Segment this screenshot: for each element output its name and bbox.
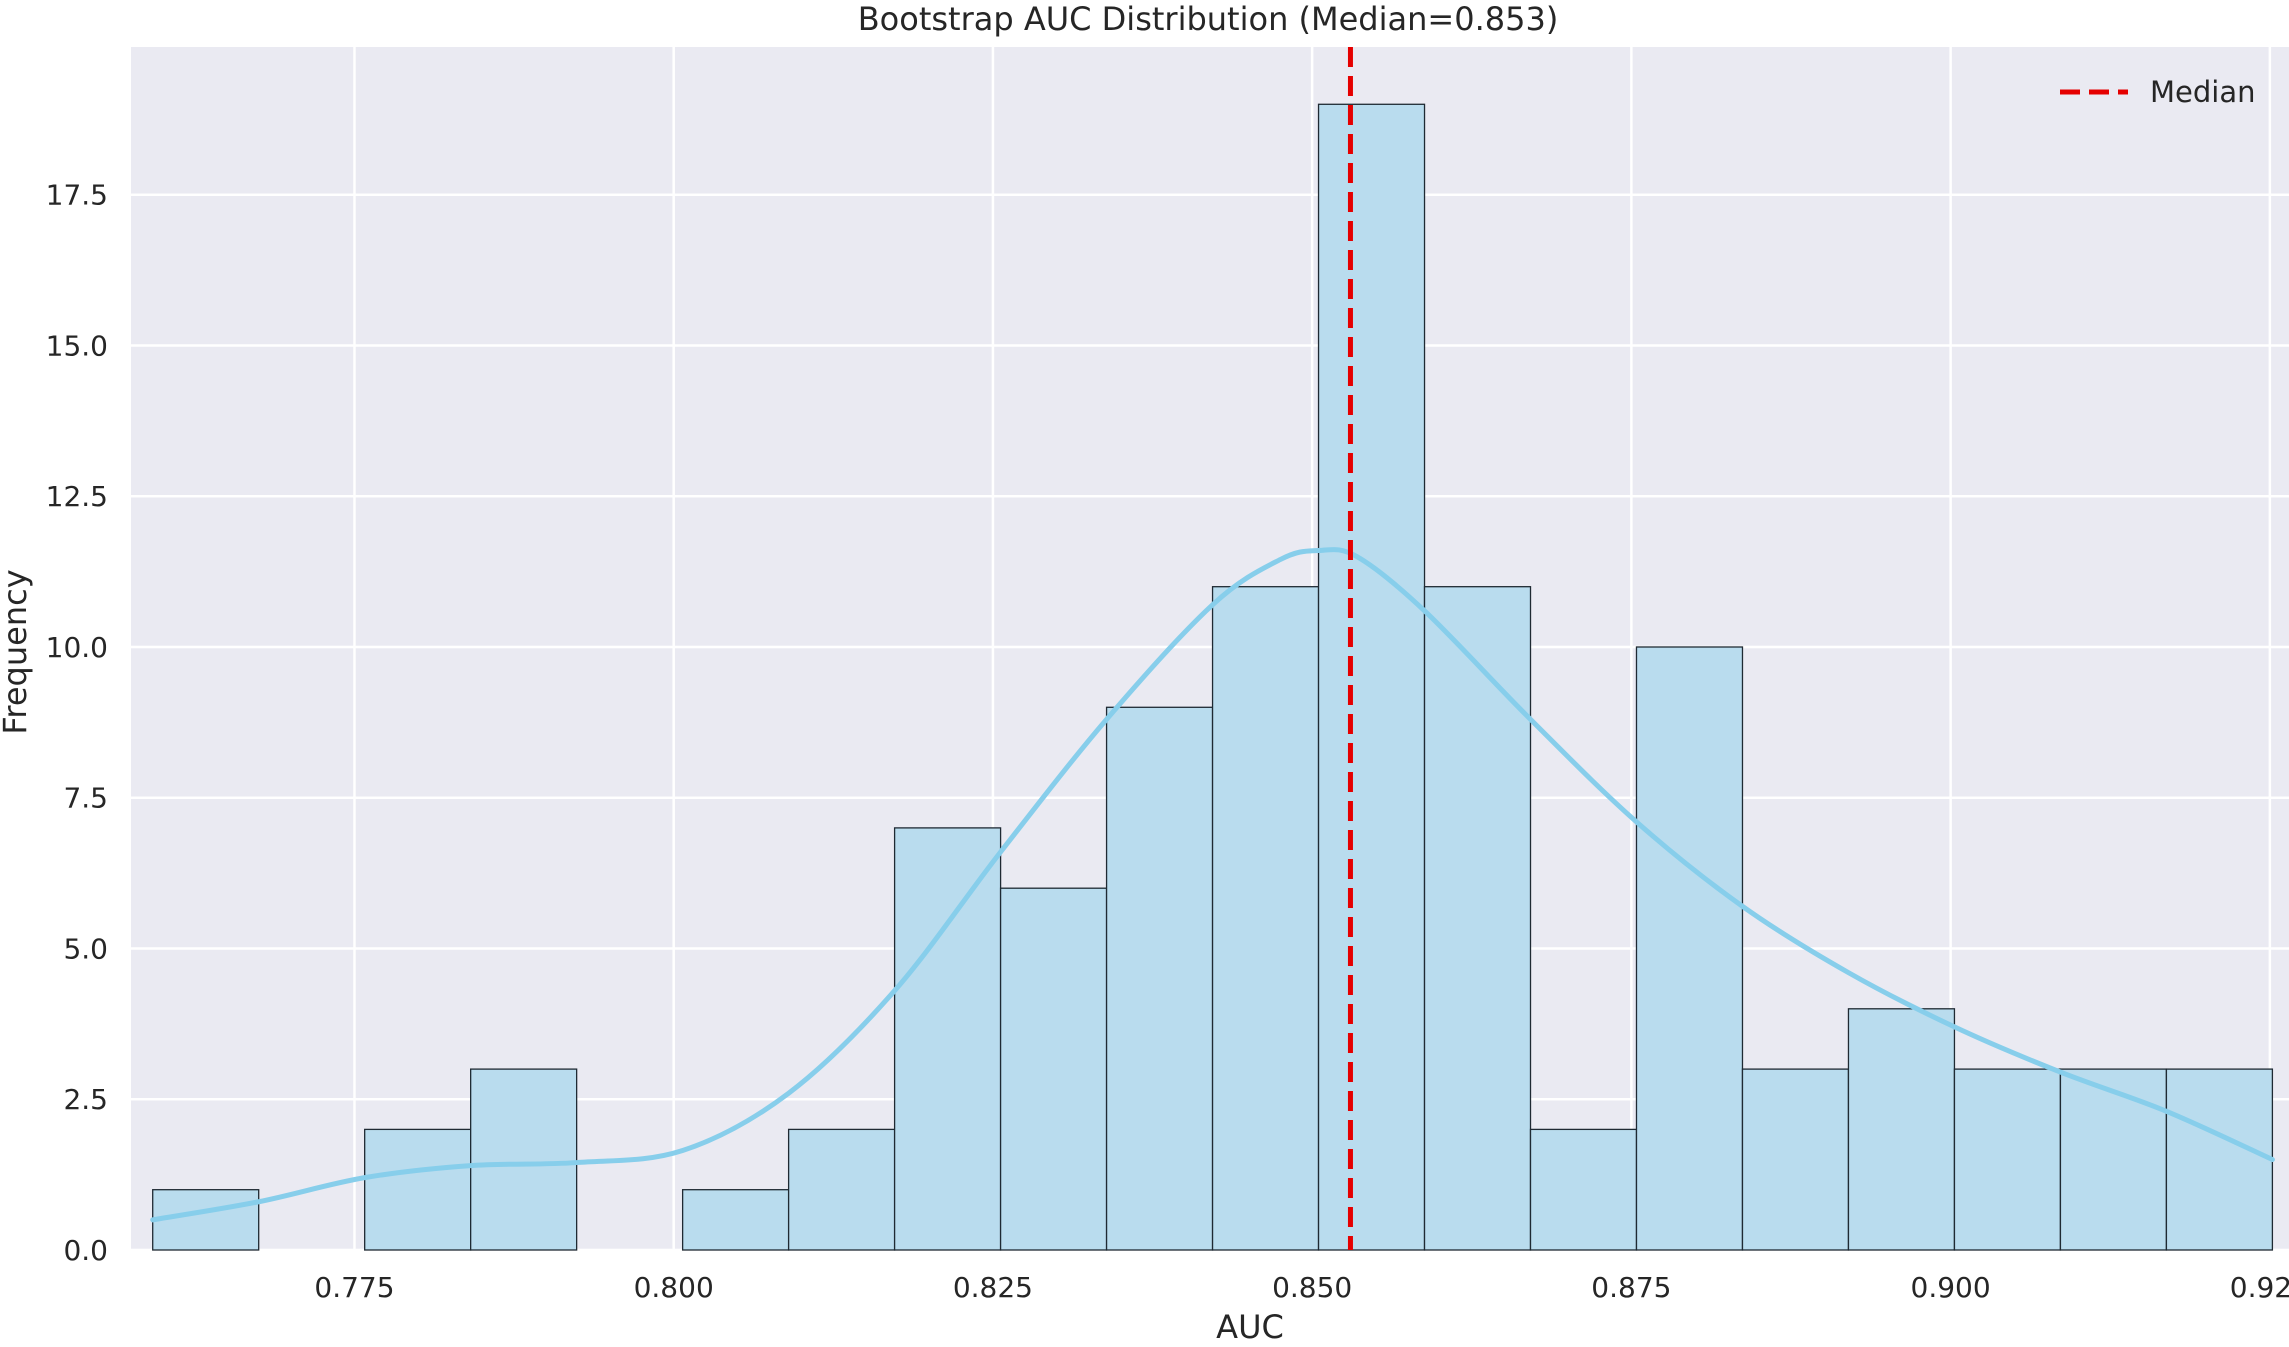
- chart-title: Bootstrap AUC Distribution (Median=0.853…: [858, 0, 1559, 38]
- legend-label-median: Median: [2150, 75, 2255, 109]
- histogram-bar: [152, 1189, 260, 1251]
- y-tick-labels: 0.0 2.5 5.0 7.5 10.0 12.5 15.0 17.5: [46, 179, 108, 1267]
- kde-curve: [150, 547, 2275, 1223]
- y-tick-label: 2.5: [63, 1083, 108, 1116]
- histogram-bar: [2059, 1068, 2168, 1251]
- histogram-bar: [1741, 1068, 1850, 1251]
- y-tick-label: 15.0: [46, 329, 108, 362]
- x-tick-labels: 0.775 0.800 0.825 0.850 0.875 0.900 0.925: [314, 1271, 2289, 1304]
- y-tick-label: 7.5: [63, 782, 108, 815]
- y-tick-label: 12.5: [46, 480, 108, 513]
- legend: Median: [2060, 75, 2255, 109]
- x-tick-label: 0.800: [634, 1271, 714, 1304]
- histogram-bar: [1423, 586, 1532, 1251]
- histogram-bar: [681, 1189, 790, 1251]
- histogram-bar: [1211, 586, 1320, 1251]
- y-tick-label: 10.0: [46, 631, 108, 664]
- histogram-bar: [2165, 1068, 2274, 1251]
- histogram-bar: [787, 1128, 896, 1251]
- histogram-bar: [470, 1068, 578, 1251]
- histogram-bar: [1847, 1008, 1956, 1251]
- histogram-bar: [364, 1128, 472, 1251]
- y-tick-label: 0.0: [63, 1234, 108, 1267]
- y-tick-label: 5.0: [63, 932, 108, 965]
- x-tick-label: 0.900: [1911, 1271, 1991, 1304]
- histogram-bar: [1105, 706, 1214, 1251]
- x-tick-label: 0.850: [1272, 1271, 1352, 1304]
- histogram-bar: [1529, 1128, 1638, 1251]
- y-tick-label: 17.5: [46, 179, 108, 212]
- histogram-bar: [1635, 646, 1744, 1251]
- histogram-bars: [152, 103, 2274, 1251]
- histogram-bar: [1317, 103, 1426, 1251]
- histogram-bar: [1953, 1068, 2062, 1251]
- y-axis-label: Frequency: [0, 569, 34, 734]
- x-axis-label: AUC: [1216, 1308, 1284, 1342]
- x-tick-label: 0.875: [1591, 1271, 1671, 1304]
- x-tick-label: 0.775: [314, 1271, 394, 1304]
- histogram-bar: [893, 827, 1002, 1251]
- histogram-bar: [999, 887, 1108, 1251]
- x-tick-label: 0.825: [953, 1271, 1033, 1304]
- x-tick-label: 0.925: [2230, 1271, 2289, 1304]
